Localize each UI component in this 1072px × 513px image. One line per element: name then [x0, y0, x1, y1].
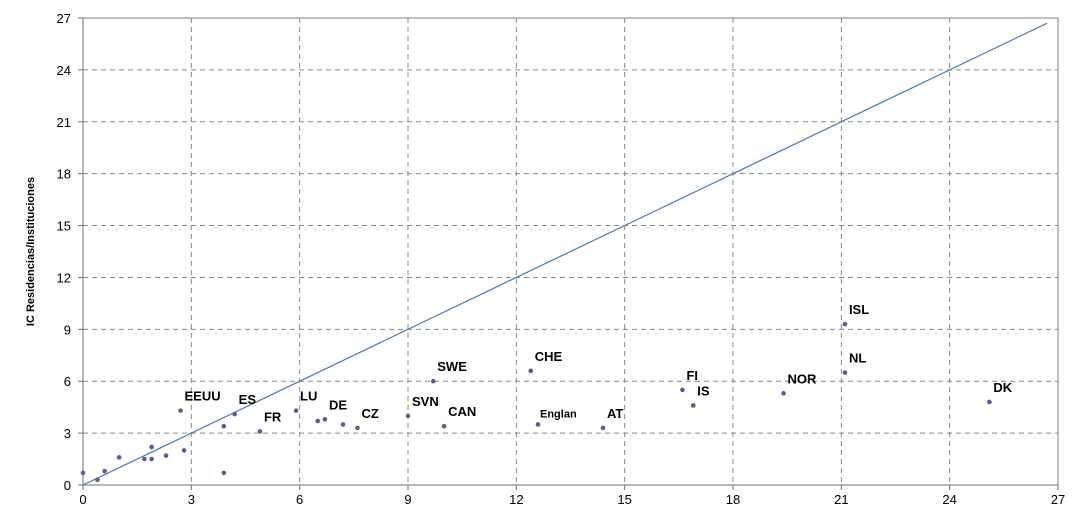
y-tick-label: 12 — [57, 270, 71, 285]
y-tick-label: 15 — [57, 219, 71, 234]
data-point — [142, 456, 147, 462]
point-label: EEUU — [185, 389, 221, 404]
data-point — [221, 423, 227, 429]
reference-line — [82, 22, 1048, 486]
data-point — [680, 387, 685, 393]
data-point — [987, 399, 992, 405]
data-point — [95, 477, 100, 483]
y-tick-label: 3 — [64, 426, 71, 441]
data-point — [293, 408, 299, 413]
point-label: DK — [993, 380, 1012, 395]
point-label: IS — [697, 383, 710, 398]
data-point — [149, 444, 154, 450]
point-label: CAN — [448, 404, 476, 419]
data-point — [149, 456, 154, 462]
data-point — [528, 368, 534, 374]
data-point — [163, 453, 169, 458]
y-tick-label: 9 — [64, 322, 71, 337]
point-label: FI — [686, 368, 698, 383]
x-tick-label: 21 — [834, 492, 848, 507]
gridlines — [83, 18, 1058, 485]
x-tick-labels: 0 3 6 9 12 15 18 21 24 27 — [79, 492, 1065, 507]
data-point — [405, 413, 411, 419]
data-point — [232, 411, 237, 417]
data-point — [441, 423, 447, 429]
point-label: NOR — [788, 371, 818, 386]
data-point — [842, 370, 848, 375]
x-tick-label: 3 — [188, 492, 195, 507]
point-label: SVN — [412, 394, 439, 409]
point-label: SWE — [437, 359, 467, 374]
data-point — [181, 448, 187, 453]
data-point — [355, 425, 360, 431]
data-point — [322, 416, 328, 422]
data-point — [221, 470, 227, 476]
data-point — [600, 425, 606, 431]
data-point — [257, 429, 263, 434]
x-tick-label: 18 — [726, 492, 740, 507]
y-tick-label: 21 — [57, 115, 71, 130]
y-axis-title: IC Residencias/Instituciones — [25, 177, 37, 326]
axes — [78, 17, 1059, 490]
x-tick-label: 15 — [617, 492, 631, 507]
point-label: DE — [329, 397, 347, 412]
point-label: CZ — [361, 406, 378, 421]
point-label: ES — [239, 392, 257, 407]
x-tick-label: 12 — [509, 492, 523, 507]
point-label: NL — [849, 351, 866, 366]
data-point — [690, 403, 696, 408]
x-tick-label: 0 — [79, 492, 86, 507]
data-point — [430, 378, 436, 384]
y-tick-label: 24 — [57, 63, 71, 78]
data-point — [315, 418, 321, 424]
x-tick-label: 6 — [296, 492, 303, 507]
data-point — [842, 321, 848, 327]
data-points — [80, 321, 992, 483]
y-tick-labels: 0 3 6 9 12 15 18 21 24 27 — [57, 11, 71, 493]
point-label: ISL — [849, 302, 869, 317]
data-point — [340, 422, 346, 427]
data-point — [178, 408, 183, 413]
y-tick-label: 0 — [64, 478, 71, 493]
y-tick-label: 27 — [57, 11, 71, 26]
y-tick-label: 6 — [64, 374, 71, 389]
data-point — [535, 422, 541, 427]
point-label: Englan — [540, 408, 577, 420]
point-label: LU — [300, 389, 317, 404]
point-label: CHE — [535, 349, 563, 364]
data-point — [781, 391, 786, 396]
x-tick-label: 24 — [942, 492, 956, 507]
point-label: FR — [264, 409, 282, 424]
point-label: AT — [607, 406, 623, 421]
y-tick-label: 18 — [57, 167, 71, 182]
x-tick-label: 9 — [404, 492, 411, 507]
data-point — [116, 455, 122, 460]
x-tick-label: 27 — [1051, 492, 1065, 507]
data-point — [80, 470, 86, 476]
data-point — [102, 468, 107, 474]
